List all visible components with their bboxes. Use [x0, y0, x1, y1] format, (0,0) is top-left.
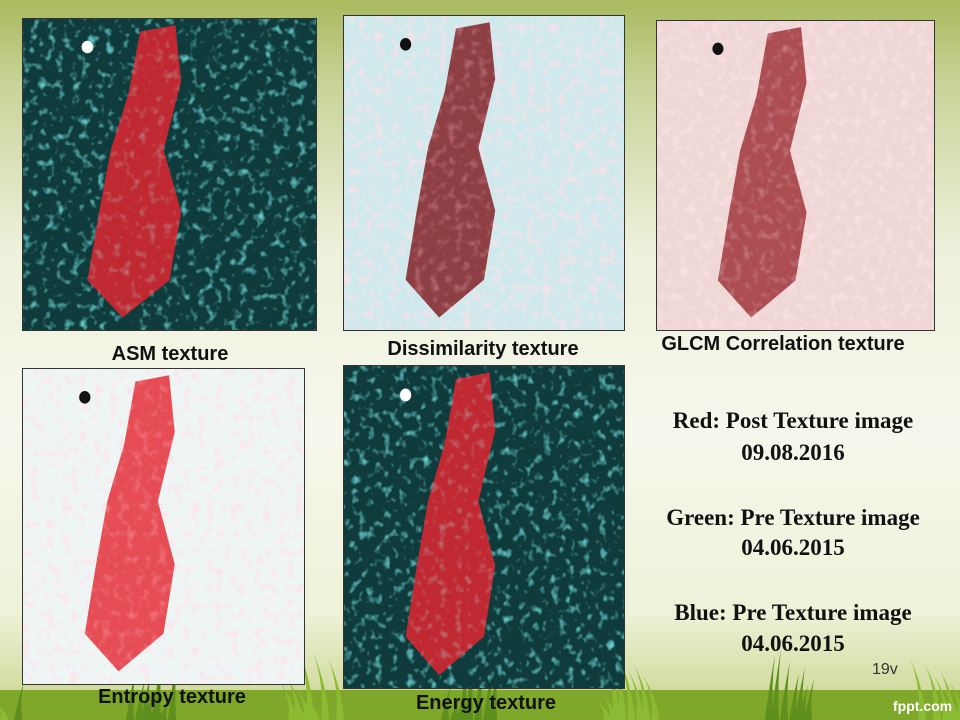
texture-noise: [344, 16, 624, 330]
grass-blade: [934, 676, 950, 720]
legend-line: 04.06.2015: [741, 535, 845, 560]
grass-blade: [771, 649, 781, 720]
bright-spot: [400, 388, 412, 402]
grass-blade: [595, 700, 611, 720]
texture-canvas: [344, 16, 624, 330]
texture-noise: [344, 366, 624, 688]
grass-blade: [313, 652, 329, 720]
texture-noise: [23, 19, 316, 330]
grass-blade: [643, 676, 659, 720]
grass-blade: [628, 670, 644, 720]
bright-spot: [79, 391, 91, 404]
grass-blade: [280, 682, 296, 720]
legend-line: 09.08.2016: [741, 440, 845, 465]
slide-number: 19v: [872, 661, 898, 678]
image-caption: Energy texture: [415, 692, 557, 714]
grass-blade: [286, 676, 302, 720]
grass-blade: [456, 691, 466, 720]
grass-blade: [601, 694, 617, 720]
grass-blade: [619, 658, 635, 720]
grass-blade: [298, 646, 314, 720]
grass-blade: [150, 685, 160, 720]
legend-line: Red: Post Texture image: [672, 408, 914, 433]
grass-blade: [789, 673, 799, 720]
bright-spot: [712, 42, 724, 55]
grass-blade: [304, 700, 320, 720]
grass-blade: [0, 706, 8, 720]
image-caption: Dissimilarity texture: [387, 338, 579, 360]
texture-image: [22, 18, 317, 331]
grass-blade: [765, 655, 775, 720]
bright-spot: [400, 37, 412, 51]
grass-blade: [328, 658, 344, 720]
footer-brand: fppt.com: [893, 698, 953, 714]
texture-noise: [657, 21, 934, 330]
bright-spot: [81, 40, 94, 54]
image-caption: ASM texture: [111, 343, 229, 365]
grass-blade: [135, 679, 145, 720]
legend-line: Blue: Pre Texture image: [674, 600, 912, 625]
texture-canvas: [23, 19, 316, 330]
texture-canvas: [23, 369, 304, 684]
legend-line: Green: Pre Texture image: [666, 505, 920, 530]
grass-blade: [780, 661, 790, 720]
grass-blade: [804, 679, 814, 720]
grass-blade: [450, 697, 460, 720]
grass-blade: [159, 697, 169, 720]
texture-noise: [23, 369, 304, 684]
image-caption: GLCM Correlation texture: [661, 333, 905, 355]
legend-line: 04.06.2015: [741, 631, 845, 656]
grass-blade: [940, 670, 956, 720]
image-caption: Entropy texture: [98, 686, 246, 708]
texture-canvas: [344, 366, 624, 688]
grass-blade: [795, 667, 805, 720]
grass-blade: [949, 682, 960, 720]
grass-blade: [910, 658, 926, 720]
grass-blade: [441, 685, 451, 720]
texture-canvas: [657, 21, 934, 330]
grass-blade: [925, 664, 941, 720]
texture-image: [22, 368, 305, 685]
texture-image: [343, 365, 625, 689]
grass-blade: [634, 664, 650, 720]
texture-image: [656, 20, 935, 331]
grass-blade: [14, 681, 24, 720]
grass-blade: [295, 688, 311, 720]
texture-image: [343, 15, 625, 331]
